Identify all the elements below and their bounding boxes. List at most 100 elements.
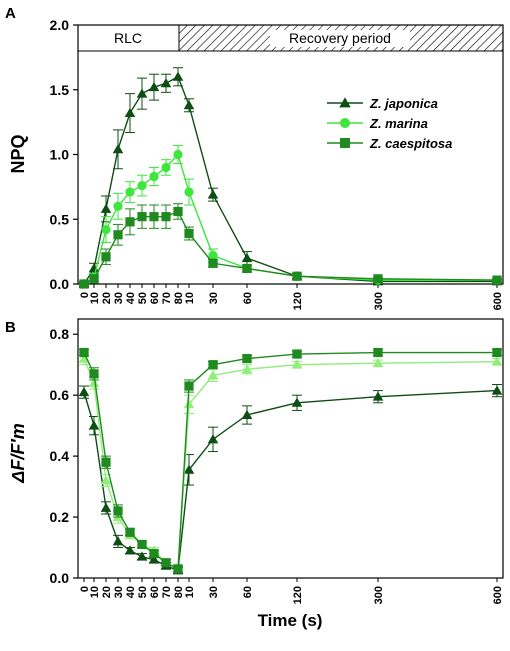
data-point [78,386,90,397]
x-tick-label: 20 [101,292,113,304]
x-tick-label: 10 [89,292,101,304]
series-line [83,358,498,570]
data-point [242,354,252,364]
rlc-label: RLC [114,30,142,46]
x-tick-label: 60 [149,586,161,598]
data-point [161,558,171,568]
y-tick-label: 0.2 [50,509,70,525]
data-point [113,230,123,240]
data-point [208,258,218,268]
x-tick-label: 30 [208,586,220,598]
y-tick-label: 0.4 [50,448,70,464]
x-tick-label: 600 [492,292,504,310]
data-point [172,71,184,81]
x-tick-label: 10 [184,586,196,598]
data-point [241,363,253,374]
y-tick-label: 1.5 [50,82,70,98]
data-point [88,377,100,387]
y-tick-label: 2.0 [50,17,70,33]
data-point [149,549,159,559]
series-z-caespitosa [79,203,502,289]
legend-label: Z. japonica [369,96,438,111]
x-tick-label: 600 [492,586,504,604]
y-tick-label: 0.0 [50,276,70,292]
y-tick-label: 0.0 [50,570,70,586]
y-tick-label: 0.5 [50,211,70,227]
data-point [207,370,219,380]
data-point [149,212,159,222]
data-point [208,360,218,370]
x-tick-label: 10 [184,292,196,304]
data-point [372,391,384,401]
data-point [112,536,124,546]
x-tick-label: 50 [137,586,149,598]
data-point [101,252,111,262]
legend-label: Z. marina [369,116,428,131]
x-axis-label: Time (s) [258,611,323,630]
data-point [101,457,111,467]
legend: Z. japonica Z. marina Z. caespitosa [327,96,452,151]
data-point [88,420,100,430]
data-point [88,263,100,273]
data-point [125,527,135,537]
data-point [100,502,112,512]
data-point [161,162,171,173]
data-point [100,475,112,485]
data-point [124,545,136,555]
data-point [183,100,195,110]
data-point [125,217,135,227]
data-point [124,107,136,118]
recovery-label: Recovery period [289,30,391,46]
series-z-japonica [78,384,503,575]
data-point [292,271,302,281]
data-point [101,225,111,235]
x-tick-label: 60 [242,292,254,304]
data-point [184,381,194,391]
data-point [373,347,383,358]
data-point [112,144,124,154]
x-tick-label: 80 [173,586,185,598]
x-tick-label: 40 [125,292,137,304]
x-tick-label: 300 [373,292,385,310]
data-point [173,206,183,217]
data-point [89,274,99,284]
data-point [113,506,123,516]
data-point [184,187,194,197]
legend-marker [340,118,350,128]
data-point [148,81,160,92]
data-point [241,252,253,263]
x-tick-label: 80 [173,292,185,304]
recovery-label-backdrop [270,30,410,47]
data-point [136,88,148,98]
x-tick-label: 30 [113,586,125,598]
data-point [137,539,147,550]
series-line [83,210,498,285]
data-point [184,228,194,239]
x-tick-label: 120 [292,292,304,310]
data-point [100,203,112,213]
data-point [125,187,135,197]
data-point [161,212,171,222]
panel-label-a: A [5,5,16,22]
data-point [241,409,253,419]
data-point [79,279,89,289]
legend-marker [340,138,350,148]
x-tick-label: 300 [373,586,385,604]
x-tick-label: 70 [161,586,173,598]
x-tick-label: 0 [79,292,91,298]
data-point [207,434,219,444]
data-point [173,564,183,574]
series-line [83,351,497,570]
plot-frame [77,318,504,579]
legend-marker [339,97,351,108]
data-point [491,385,503,395]
data-point [79,347,89,358]
y-axis-label-yield: ΔF/F′m [8,423,28,483]
data-point [242,263,252,274]
plot-frame [77,24,504,285]
data-point [136,551,148,561]
x-tick-label: 10 [89,586,101,598]
x-tick-label: 30 [208,292,220,304]
data-point [492,275,502,285]
